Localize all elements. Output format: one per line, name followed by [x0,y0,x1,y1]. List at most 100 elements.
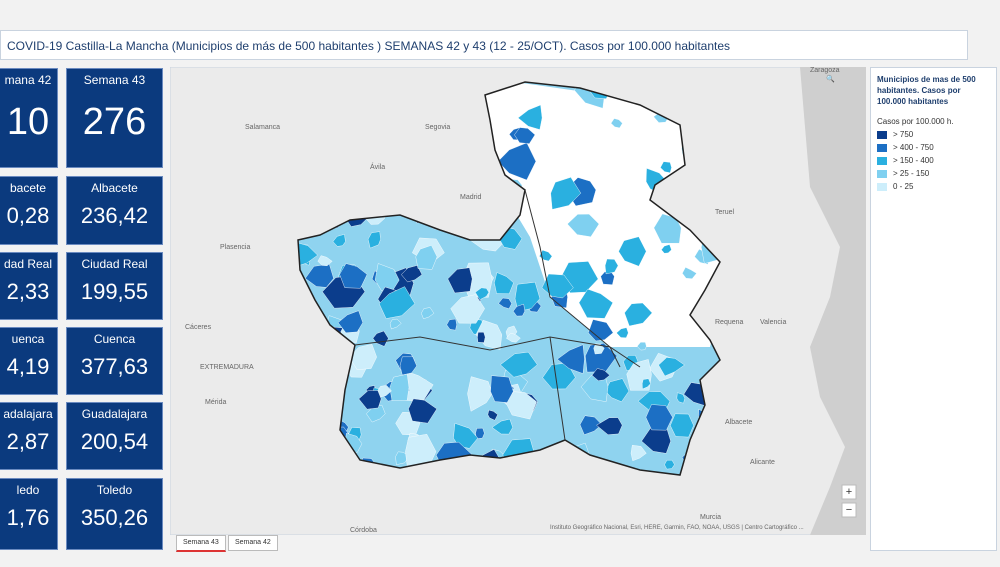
indicator-tile: mana 42 10 [0,68,58,168]
map-label: Cáceres [185,324,212,331]
zoom-out[interactable]: − [846,504,852,516]
indicator-tile: uenca 4,19 [0,327,58,395]
municipality [641,378,651,390]
indicator-value: 276 [82,101,147,143]
indicator-value: 4,19 [6,354,50,379]
municipality [664,460,675,470]
indicator-value: 377,63 [80,354,149,379]
municipality [645,404,673,431]
municipality [491,418,513,435]
map: Madrid Segovia Salamanca Ávila Plasencia Cáce… [170,67,866,535]
zoom-in[interactable]: + [846,486,852,498]
municipality [512,303,526,317]
municipality [676,392,686,404]
indicator-tile: Toledo 350,26 [66,478,163,550]
attribution: Instituto Geográfico Nacional, Esri, HER… [550,525,804,531]
indicator-value: 200,54 [80,429,149,454]
indicator-label: Cuenca [93,332,136,346]
map-label: Mérida [205,399,227,406]
municipality [514,281,541,312]
municipality [490,375,514,403]
municipality [317,255,333,267]
indicator-tile: Semana 43 276 [66,68,163,168]
municipality [567,213,600,238]
legend-swatch [877,143,887,152]
municipality [421,307,435,320]
sea [800,67,866,535]
indicator-label: Guadalajara [81,407,148,421]
indicator-tile: Cuenca 377,63 [66,327,163,395]
municipality [636,341,647,351]
legend-item: > 150 - 400 [877,156,990,165]
legend-item: > 25 - 150 [877,169,990,178]
indicator-tile: Guadalajara 200,54 [66,402,163,470]
municipality [593,343,605,355]
indicator-value: 199,55 [80,279,149,304]
indicator-value: 236,42 [80,203,149,228]
municipality [467,376,493,412]
municipality [339,263,368,289]
municipality [500,351,538,378]
municipality [453,423,479,449]
indicator-label: Albacete [91,181,138,195]
municipality [298,241,318,267]
municipality [661,244,672,254]
map-label: Murcia [700,514,721,521]
municipality [596,417,623,435]
municipality [475,427,485,440]
zoom-in-button[interactable] [841,484,857,500]
map-label: Ávila [370,162,385,171]
municipality [517,104,543,130]
legend-label: > 25 - 150 [893,169,930,178]
indicator-value: 1,76 [6,505,50,530]
light-area [470,82,720,347]
municipality [624,302,653,327]
tab[interactable]: Semana 42 [228,535,278,551]
map-label: Zaragoza [810,67,840,74]
legend-label: > 750 [893,130,914,139]
legend-panel: Municipios de mas de 500 habitantes. Cas… [870,67,997,551]
indicator-tile: Albacete 236,42 [66,176,163,245]
municipality [610,118,623,129]
municipality [447,267,473,294]
map-label: EXTREMADURA [200,364,254,371]
map-label: Requena [715,319,744,326]
municipality [541,273,574,299]
municipality [378,286,416,319]
municipality [591,368,611,381]
municipality [670,413,694,438]
map-label: Teruel [715,209,735,216]
municipality [579,415,603,435]
map-label: Córdoba [350,527,377,534]
municipality [588,319,614,342]
municipality [332,234,346,247]
municipality [487,409,498,421]
legend-swatch [877,156,887,165]
map-label: Alicante [750,459,775,466]
map-label: Albacete [725,419,752,426]
municipality [446,318,457,331]
indicator-label: Toledo [96,483,133,497]
legend-title: Municipios de mas de 500 habitantes. Cas… [877,75,976,106]
header-title: COVID-19 Castilla-La Mancha (Municipios … [0,30,968,60]
municipality [660,161,672,174]
search-icon[interactable]: 🔍 [826,74,835,83]
zoom-out-button[interactable] [841,502,857,518]
municipality [415,245,438,270]
map-label: Valencia [760,319,786,326]
indicator-value: 10 [6,101,50,143]
municipality [358,390,382,410]
indicator-tile: ledo 1,76 [0,478,58,550]
indicator-tile: Ciudad Real 199,55 [66,252,163,320]
municipality [337,310,364,334]
indicator-label: mana 42 [4,73,52,87]
legend-swatch [877,182,887,191]
municipality [578,288,614,319]
municipality [616,327,629,339]
municipality [366,404,386,423]
map-label: Segovia [425,124,450,131]
municipality [630,444,647,462]
tab[interactable]: Semana 43 [176,535,226,552]
